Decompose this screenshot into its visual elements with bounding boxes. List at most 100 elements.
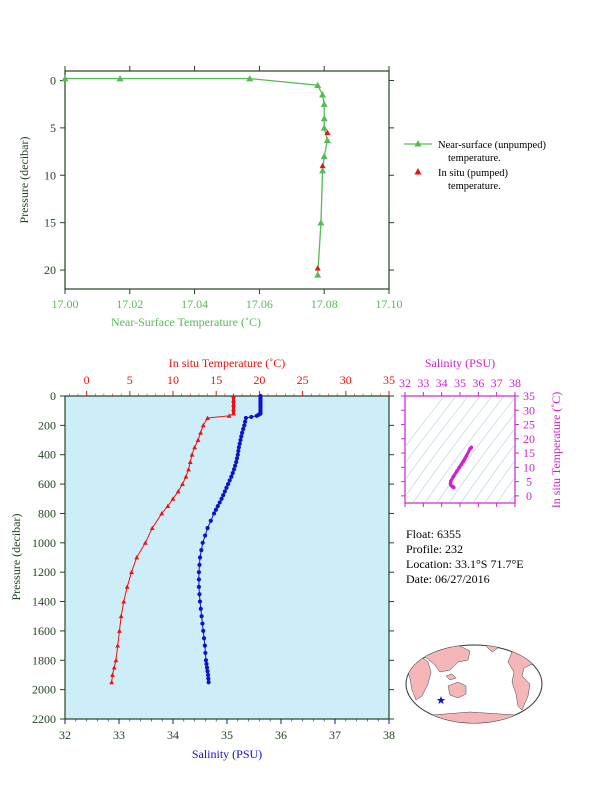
salinity-point bbox=[197, 592, 202, 597]
salinity-point bbox=[201, 636, 207, 641]
salinity-point bbox=[237, 441, 242, 446]
salinity-point bbox=[204, 665, 210, 670]
pressure-tick-label: 1200 bbox=[32, 565, 56, 579]
salinity-point bbox=[205, 669, 210, 674]
temperature-tick-label: 0 bbox=[84, 373, 90, 387]
float-location: Location: 33.1°S 71.7°E bbox=[406, 557, 524, 571]
float-id: Float: 6355 bbox=[406, 527, 461, 541]
temperature-point bbox=[109, 679, 115, 685]
unpumped-temperature-point bbox=[320, 100, 328, 107]
pressure-tick-label: 2000 bbox=[32, 683, 56, 697]
top-y-tick-label: 0 bbox=[50, 73, 56, 87]
salinity-point bbox=[200, 540, 205, 545]
temperature-point bbox=[149, 525, 155, 531]
temperature-tick-label: 30 bbox=[340, 373, 352, 387]
salinity-point bbox=[231, 467, 237, 472]
legend-label-pumped-line1: In situ (pumped) bbox=[438, 168, 508, 179]
ts-x-tick-label: 34 bbox=[436, 376, 448, 390]
pressure-tick-label: 1800 bbox=[32, 653, 56, 667]
salinity-point bbox=[224, 485, 229, 490]
ts-x-axis-label: Salinity (PSU) bbox=[425, 356, 495, 370]
salinity-point bbox=[206, 672, 211, 678]
salinity-point bbox=[242, 419, 248, 424]
temperature-point bbox=[113, 657, 119, 663]
profile-y-axis-label: Pressure (decibar) bbox=[9, 514, 23, 601]
salinity-point bbox=[219, 496, 224, 501]
salinity-point bbox=[197, 562, 202, 567]
unpumped-temperature-point bbox=[319, 167, 327, 174]
density-contour-line bbox=[448, 412, 515, 503]
density-contour-line bbox=[424, 396, 505, 503]
top-plot-frame bbox=[64, 70, 390, 290]
pressure-tick-label: 1400 bbox=[32, 595, 56, 609]
salinity-point bbox=[227, 478, 232, 483]
pressure-tick-label: 800 bbox=[38, 506, 56, 520]
top-series bbox=[61, 75, 331, 278]
ts-y-tick-label: 20 bbox=[523, 432, 535, 446]
temperature-point bbox=[183, 474, 189, 479]
density-contours bbox=[405, 396, 515, 503]
ts-y-tick-label: 5 bbox=[526, 475, 532, 489]
temperature-tick-label: 25 bbox=[297, 373, 309, 387]
ts-x-tick-label: 36 bbox=[472, 376, 484, 390]
pressure-tick-label: 2200 bbox=[32, 712, 56, 726]
temperature-point bbox=[142, 540, 148, 545]
density-contour-line bbox=[496, 476, 515, 503]
legend-label-pumped-line2: temperature. bbox=[448, 181, 501, 192]
salinity-point bbox=[225, 481, 231, 487]
salinity-tick-label: 34 bbox=[167, 728, 179, 742]
unpumped-temperature-point bbox=[314, 271, 322, 278]
ts-point bbox=[459, 462, 464, 466]
salinity-axis-label: Salinity (PSU) bbox=[192, 747, 262, 761]
unpumped-temperature-point bbox=[320, 124, 328, 131]
density-contour-line bbox=[460, 428, 515, 503]
salinity-point bbox=[235, 452, 240, 457]
ts-x-tick-label: 38 bbox=[509, 376, 521, 390]
ts-y-tick-label: 15 bbox=[523, 446, 535, 460]
temperature-point bbox=[198, 430, 204, 435]
unpumped-temperature-point bbox=[314, 81, 322, 89]
top-x-ticks: 17.00 17.02 17.04 17.06 17.08 17.10 bbox=[52, 66, 403, 311]
pressure-tick-label: 600 bbox=[38, 477, 56, 491]
salinity-point bbox=[249, 414, 254, 420]
ts-points bbox=[448, 445, 474, 490]
legend-label-unpumped-line2: temperature. bbox=[448, 153, 501, 164]
salinity-tick-label: 36 bbox=[275, 728, 287, 742]
salinity-point bbox=[254, 413, 259, 418]
salinity-point bbox=[230, 470, 235, 476]
ts-point bbox=[451, 485, 456, 490]
pumped-temperature-point bbox=[314, 265, 321, 271]
salinity-point bbox=[211, 511, 217, 516]
temperature-point bbox=[192, 444, 197, 450]
map-land-indonesia bbox=[445, 673, 457, 681]
ts-x-tick-label: 32 bbox=[399, 376, 411, 390]
salinity-point bbox=[206, 676, 211, 681]
temperature-tick-label: 35 bbox=[383, 373, 395, 387]
temperature-x-ticks: 0 5 10 15 20 25 30 35 bbox=[69, 373, 395, 396]
unpumped-temperature-point bbox=[116, 75, 124, 82]
pressure-tick-label: 0 bbox=[50, 389, 56, 403]
salinity-point bbox=[234, 459, 239, 465]
top-x-tick-label: 17.06 bbox=[246, 297, 273, 311]
world-map bbox=[405, 644, 543, 724]
temperature-point bbox=[189, 452, 195, 457]
temperature-point bbox=[165, 503, 171, 509]
temperature-point bbox=[117, 628, 122, 633]
ts-y-tick-label: 30 bbox=[523, 403, 535, 417]
salinity-profile-series bbox=[196, 393, 263, 685]
ts-plot-frame bbox=[404, 395, 516, 504]
ts-x-tick-label: 33 bbox=[417, 376, 429, 390]
salinity-point bbox=[197, 599, 203, 604]
temperature-point bbox=[200, 422, 206, 428]
temperature-point bbox=[110, 672, 115, 677]
temperature-point bbox=[118, 613, 124, 619]
ts-point bbox=[461, 459, 465, 464]
salinity-point bbox=[234, 456, 240, 461]
density-contour-line bbox=[484, 460, 515, 503]
top-x-tick-label: 17.00 bbox=[52, 297, 79, 311]
salinity-point bbox=[203, 533, 208, 538]
salinity-point bbox=[243, 415, 248, 421]
salinity-point bbox=[206, 680, 211, 685]
